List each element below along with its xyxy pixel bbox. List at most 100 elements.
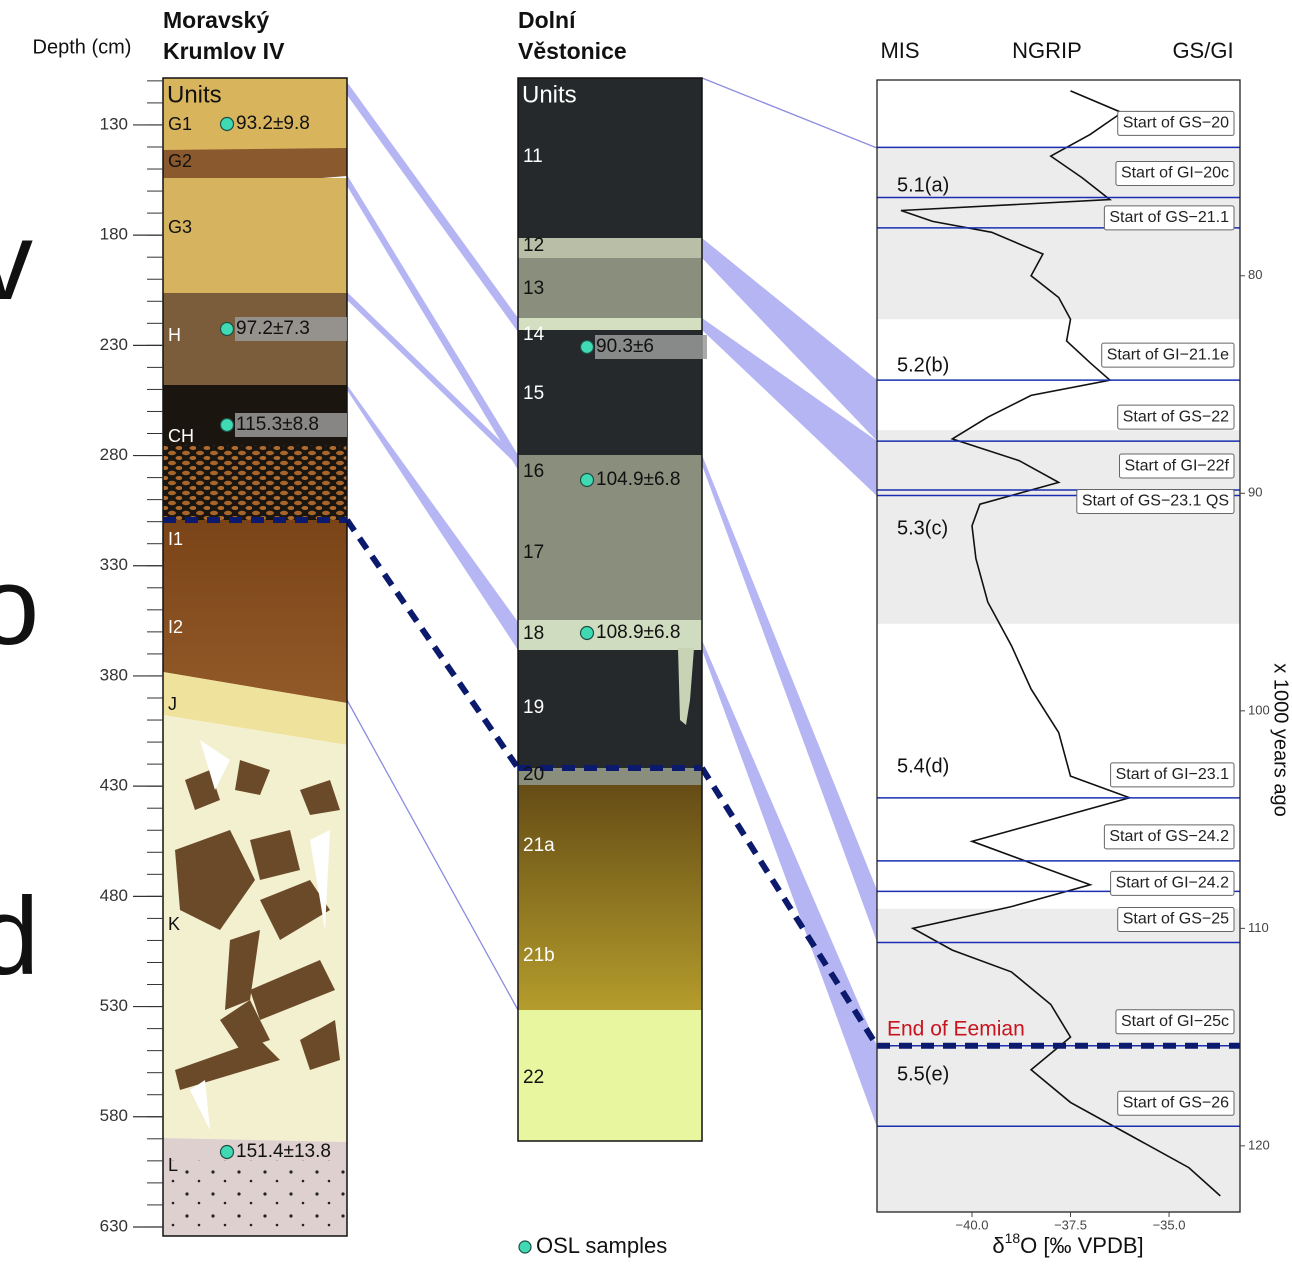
panel-header: GS/GI xyxy=(1172,38,1233,63)
osl-label: 93.2±9.8 xyxy=(236,113,310,134)
depth-axis-label: Depth (cm) xyxy=(33,36,132,58)
unit-label: 22 xyxy=(523,1067,544,1088)
event-box xyxy=(1115,160,1235,186)
depth-tick-label: 230 xyxy=(100,335,128,354)
mis-band xyxy=(877,908,1240,1212)
cropped-letter: d xyxy=(0,875,39,998)
depth-tick-label: 630 xyxy=(100,1216,128,1235)
connector xyxy=(346,699,519,1011)
unit-label: G1 xyxy=(168,114,192,134)
depth-tick-label: 580 xyxy=(100,1106,128,1125)
osl-dot xyxy=(219,321,235,337)
event-box xyxy=(1110,762,1235,788)
event-label: Start of GS−21.1 xyxy=(1109,209,1229,226)
event-box xyxy=(1110,870,1235,896)
section-title: Věstonice xyxy=(518,38,627,64)
event-label: Start of GI−24.2 xyxy=(1116,875,1230,892)
age-tick-label: 110 xyxy=(1248,920,1269,935)
event-label: Start of GS−26 xyxy=(1123,1095,1229,1112)
event-label: Start of GI−21.1e xyxy=(1107,346,1229,363)
osl-dot xyxy=(219,116,235,132)
event-label: Start of GS−25 xyxy=(1123,911,1229,928)
panel-header: NGRIP xyxy=(1012,38,1082,63)
cropped-letter: o xyxy=(0,545,39,668)
unit-label: 18 xyxy=(523,623,544,644)
section-title: Moravský xyxy=(163,7,269,33)
event-label: Start of GI−23.1 xyxy=(1116,766,1230,783)
depth-tick-label: 280 xyxy=(100,445,128,464)
event-box xyxy=(1101,342,1235,368)
unit-label: 13 xyxy=(523,278,544,299)
event-label: Start of GS−24.2 xyxy=(1109,828,1229,845)
unit-label: 14 xyxy=(523,324,545,345)
x-label-sup: 18 xyxy=(1005,1230,1021,1246)
osl-label: 108.9±6.8 xyxy=(596,622,680,643)
connector xyxy=(701,77,878,149)
age-tick-label: 90 xyxy=(1248,485,1262,500)
unit-label: 17 xyxy=(523,542,544,563)
unit-label: 12 xyxy=(523,235,544,256)
unit-label: I1 xyxy=(168,529,183,549)
event-box xyxy=(1103,205,1235,231)
depth-tick-label: 330 xyxy=(100,555,128,574)
dv-column xyxy=(517,77,703,1142)
mis-label: 5.5(e) xyxy=(897,1063,949,1085)
section-title: Krumlov IV xyxy=(163,38,285,64)
depth-tick-label: 130 xyxy=(100,114,128,133)
x-label-suffix: O [‰ VPDB] xyxy=(1020,1233,1143,1258)
x-axis-label: δ18O [‰ VPDB] xyxy=(992,1230,1143,1258)
cropped-letter: v xyxy=(0,200,33,323)
unit-label: 19 xyxy=(523,697,544,718)
depth-tick-label: 380 xyxy=(100,665,128,684)
unit-label: 11 xyxy=(523,146,543,167)
age-tick-label: 120 xyxy=(1248,1137,1270,1152)
event-box xyxy=(1076,488,1235,514)
age-tick-label: 100 xyxy=(1248,702,1270,717)
x-label-prefix: δ xyxy=(992,1233,1004,1258)
units-header: Units xyxy=(522,81,577,108)
osl-label-bg xyxy=(235,413,347,437)
section-title: Dolní xyxy=(518,7,577,33)
eemian-label: End of Eemian xyxy=(887,1017,1025,1040)
unit-label: CH xyxy=(168,426,194,446)
units-header: Units xyxy=(167,81,222,108)
unit-label: H xyxy=(168,325,181,345)
x-tick-label: −37.5 xyxy=(1054,1217,1087,1232)
unit-label: 16 xyxy=(523,461,544,482)
event-label: Start of GI−25c xyxy=(1121,1013,1229,1030)
x-tick-label: −40.0 xyxy=(956,1217,989,1232)
unit-label: G2 xyxy=(168,151,192,171)
event-label: Start of GS−20 xyxy=(1123,115,1229,132)
unit-label: K xyxy=(168,914,180,934)
unit-label: G3 xyxy=(168,217,192,237)
age-tick-label: 80 xyxy=(1248,267,1262,282)
event-box xyxy=(1117,404,1235,430)
mis-label: 5.2(b) xyxy=(897,354,949,376)
osl-label-bg xyxy=(595,335,707,359)
panel-header: MIS xyxy=(880,38,919,63)
mk-column xyxy=(162,77,348,1237)
event-label: Start of GI−22f xyxy=(1125,457,1230,474)
osl-label: 115.3±8.8 xyxy=(236,414,319,435)
x-tick-label: −35.0 xyxy=(1153,1217,1186,1232)
event-box xyxy=(1103,824,1235,850)
osl-label: 151.4±13.8 xyxy=(236,1141,331,1162)
unit-label: I2 xyxy=(168,617,183,637)
osl-label-bg xyxy=(235,317,347,341)
depth-tick-label: 530 xyxy=(100,996,128,1015)
event-box xyxy=(1117,110,1235,136)
osl-dot xyxy=(579,339,595,355)
event-label: Start of GS−22 xyxy=(1123,408,1229,425)
event-box xyxy=(1117,906,1235,932)
unit-label: L xyxy=(168,1155,178,1175)
unit-label: J xyxy=(168,694,177,714)
osl-label: 104.9±6.8 xyxy=(596,469,680,490)
dashed-connector xyxy=(344,518,521,770)
osl-dot xyxy=(579,472,595,488)
unit-label: 21b xyxy=(523,945,555,966)
mis-label: 5.4(d) xyxy=(897,755,949,777)
event-box xyxy=(1117,1090,1235,1116)
osl-dot xyxy=(579,625,595,641)
legend-label: OSL samples xyxy=(536,1233,667,1258)
unit-label: 21a xyxy=(523,835,555,856)
